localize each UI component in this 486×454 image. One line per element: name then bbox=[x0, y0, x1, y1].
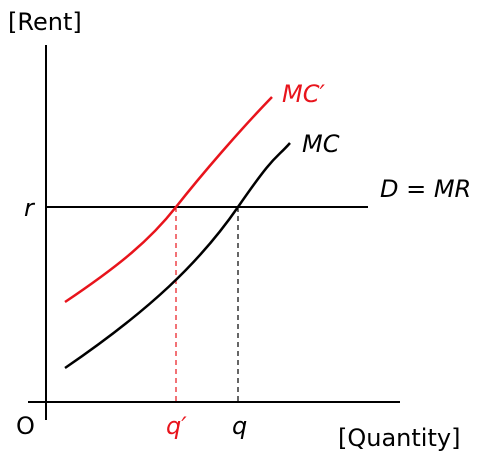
mc-prime-label: MC′ bbox=[282, 80, 325, 108]
mc-label: MC bbox=[302, 130, 340, 158]
origin-label: O bbox=[16, 412, 35, 440]
r-label: r bbox=[24, 194, 36, 222]
x-axis-label: [Quantity] bbox=[338, 424, 460, 452]
q-label: q bbox=[232, 412, 247, 440]
mc-prime-curve bbox=[64, 96, 273, 304]
q-prime-label: q′ bbox=[166, 412, 187, 440]
mc-curve bbox=[64, 142, 291, 370]
demand-label: D = MR bbox=[380, 175, 471, 203]
y-axis-label: [Rent] bbox=[8, 8, 82, 36]
